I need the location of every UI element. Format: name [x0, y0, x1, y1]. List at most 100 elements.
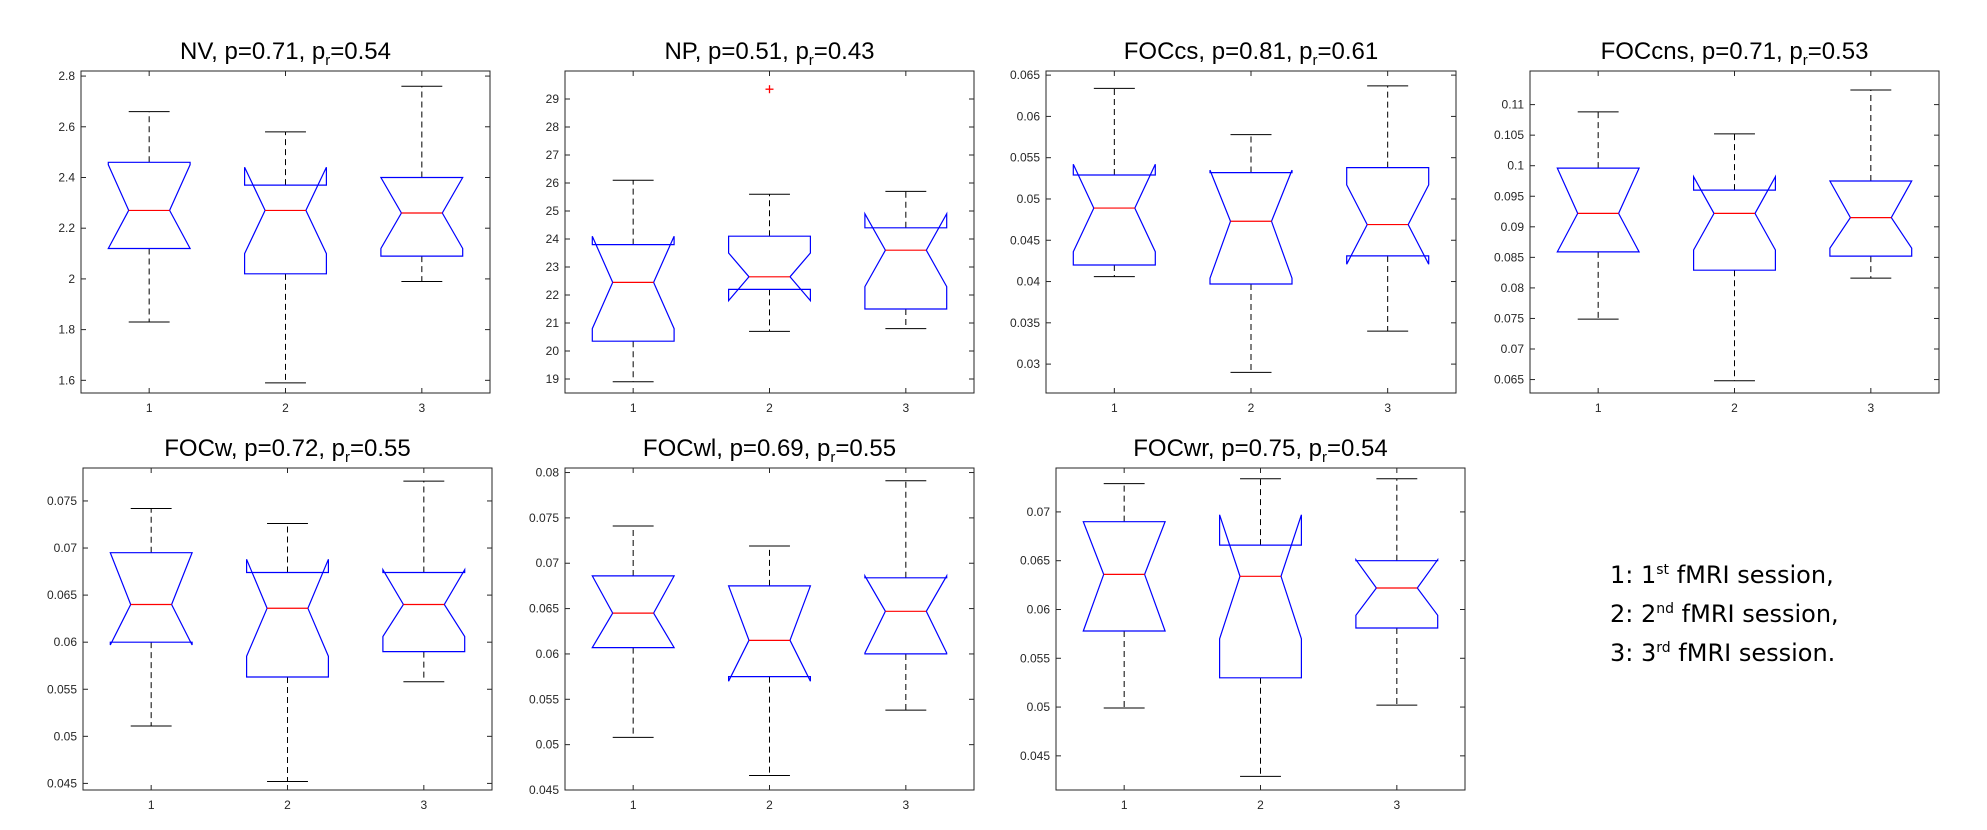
notched-box	[1218, 514, 1303, 679]
notched-box	[864, 211, 948, 310]
box-3	[1828, 89, 1913, 279]
notched-box	[244, 167, 327, 275]
legend-line-3: 3: 3rd fMRI session.	[1610, 631, 1940, 670]
legend-num-1: 1: 1	[1610, 561, 1657, 589]
y-tick-label: 28	[546, 120, 560, 134]
notched-box	[727, 585, 812, 682]
legend-num-2: 2: 2	[1610, 600, 1657, 628]
y-tick-label: 0.07	[536, 556, 560, 570]
y-tick-label: 24	[546, 232, 560, 246]
x-tick-label: 1	[630, 798, 637, 812]
plot-frame	[564, 467, 975, 791]
boxplot-panel-3: 0.03 0.035 0.04 0.045 0.05 0.055 0.06 0.065 1 2 3 F…	[1010, 38, 1457, 415]
y-tick-label: 0.07	[1501, 342, 1525, 356]
y-tick-label: 26	[546, 176, 560, 190]
box-1	[109, 507, 193, 727]
legend-line-1: 1: 1st fMRI session,	[1610, 553, 1940, 592]
box-3	[1346, 85, 1430, 332]
box-3	[379, 85, 464, 282]
x-tick-label: 1	[630, 401, 637, 415]
x-tick-label: 3	[418, 401, 425, 415]
x-tick-label: 2	[766, 401, 773, 415]
plot-title: FOCcns, p=0.71, pr=0.53	[1601, 38, 1869, 69]
y-tick-label: 0.07	[1027, 505, 1051, 519]
y-tick-label: 0.075	[1494, 311, 1524, 325]
y-tick-label: 0.06	[1027, 602, 1051, 616]
box-3	[864, 190, 948, 330]
y-tick-label: 0.065	[1020, 554, 1050, 568]
boxplot-panel-4: 0.065 0.07 0.075 0.08 0.085 0.09 0.095 0.1 0.105…	[1494, 38, 1940, 415]
y-tick-label: 0.05	[1017, 192, 1041, 206]
y-tick-label: 0.055	[47, 682, 77, 696]
x-tick-label: 2	[1731, 401, 1738, 415]
notched-box	[1209, 169, 1293, 285]
y-tick-label: 27	[546, 148, 560, 162]
box-2	[1209, 134, 1293, 373]
x-tick-label: 3	[1867, 401, 1874, 415]
notched-box	[591, 575, 676, 649]
y-tick-label: 22	[546, 288, 560, 302]
notched-box	[246, 559, 329, 678]
y-tick-label: 0.055	[1010, 151, 1040, 165]
box-3	[864, 480, 948, 711]
box-2	[246, 523, 329, 783]
x-tick-label: 1	[1595, 401, 1602, 415]
box-2	[727, 545, 812, 776]
y-tick-label: 25	[546, 204, 560, 218]
notched-box	[1692, 174, 1777, 271]
y-tick-label: 0.055	[1020, 651, 1050, 665]
x-tick-label: 2	[1257, 798, 1264, 812]
notched-box	[864, 573, 948, 655]
notched-box	[379, 176, 464, 257]
y-tick-label: 2.8	[58, 69, 75, 83]
legend-text-3: fMRI session.	[1670, 639, 1836, 667]
y-tick-label: 0.04	[1017, 275, 1041, 289]
notched-box	[109, 552, 193, 646]
plot-title: FOCcs, p=0.81, pr=0.61	[1124, 38, 1379, 69]
x-tick-label: 1	[148, 798, 155, 812]
y-tick-label: 0.11	[1502, 98, 1525, 112]
box-3	[1355, 478, 1439, 706]
box-2	[1218, 478, 1303, 777]
y-tick-label: 0.05	[1027, 700, 1051, 714]
y-tick-label: 1.8	[58, 323, 75, 337]
y-tick-label: 29	[546, 92, 560, 106]
y-tick-label: 0.045	[529, 783, 559, 797]
y-tick-label: 0.06	[536, 647, 560, 661]
x-tick-label: 1	[1111, 401, 1118, 415]
y-tick-label: 0.105	[1494, 128, 1524, 142]
y-tick-label: 0.075	[47, 494, 77, 508]
boxplot-panel-1: 1.6 1.8 2 2.2 2.4 2.6 2.8 1 2 3 NV, p=0.71, pr=0.5…	[58, 38, 491, 415]
y-tick-label: 0.045	[1020, 749, 1050, 763]
y-tick-label: 0.045	[1010, 233, 1040, 247]
plot-title: NV, p=0.71, pr=0.54	[180, 38, 391, 69]
y-tick-label: 0.09	[1501, 220, 1525, 234]
y-tick-label: 23	[546, 260, 560, 274]
notched-box	[1556, 167, 1641, 253]
notched-box	[1072, 164, 1156, 266]
y-tick-label: 20	[546, 344, 560, 358]
y-tick-label: 0.065	[1010, 68, 1040, 82]
y-tick-label: 0.06	[54, 635, 78, 649]
y-tick-label: 0.08	[1501, 281, 1525, 295]
y-tick-label: 1.6	[58, 373, 75, 387]
y-tick-label: 0.05	[54, 729, 78, 743]
x-tick-label: 1	[1121, 798, 1128, 812]
x-tick-label: 3	[902, 798, 909, 812]
y-tick-label: 0.045	[47, 776, 77, 790]
notched-box	[1346, 167, 1430, 265]
x-tick-label: 2	[1248, 401, 1255, 415]
notched-box	[1355, 557, 1439, 629]
y-tick-label: 0.08	[536, 466, 560, 480]
box-1	[591, 525, 676, 738]
notched-box	[727, 235, 812, 303]
box-2	[244, 131, 327, 384]
plot-title: FOCw, p=0.72, pr=0.55	[164, 435, 411, 466]
y-tick-label: 0.055	[529, 692, 559, 706]
y-tick-label: 2.6	[58, 120, 75, 134]
x-tick-label: 2	[282, 401, 289, 415]
x-tick-label: 3	[420, 798, 427, 812]
x-tick-label: 1	[146, 401, 153, 415]
boxplot-panel-7: 0.045 0.05 0.055 0.06 0.065 0.07 1 2 3 FOCwr, p=0…	[1020, 435, 1466, 812]
